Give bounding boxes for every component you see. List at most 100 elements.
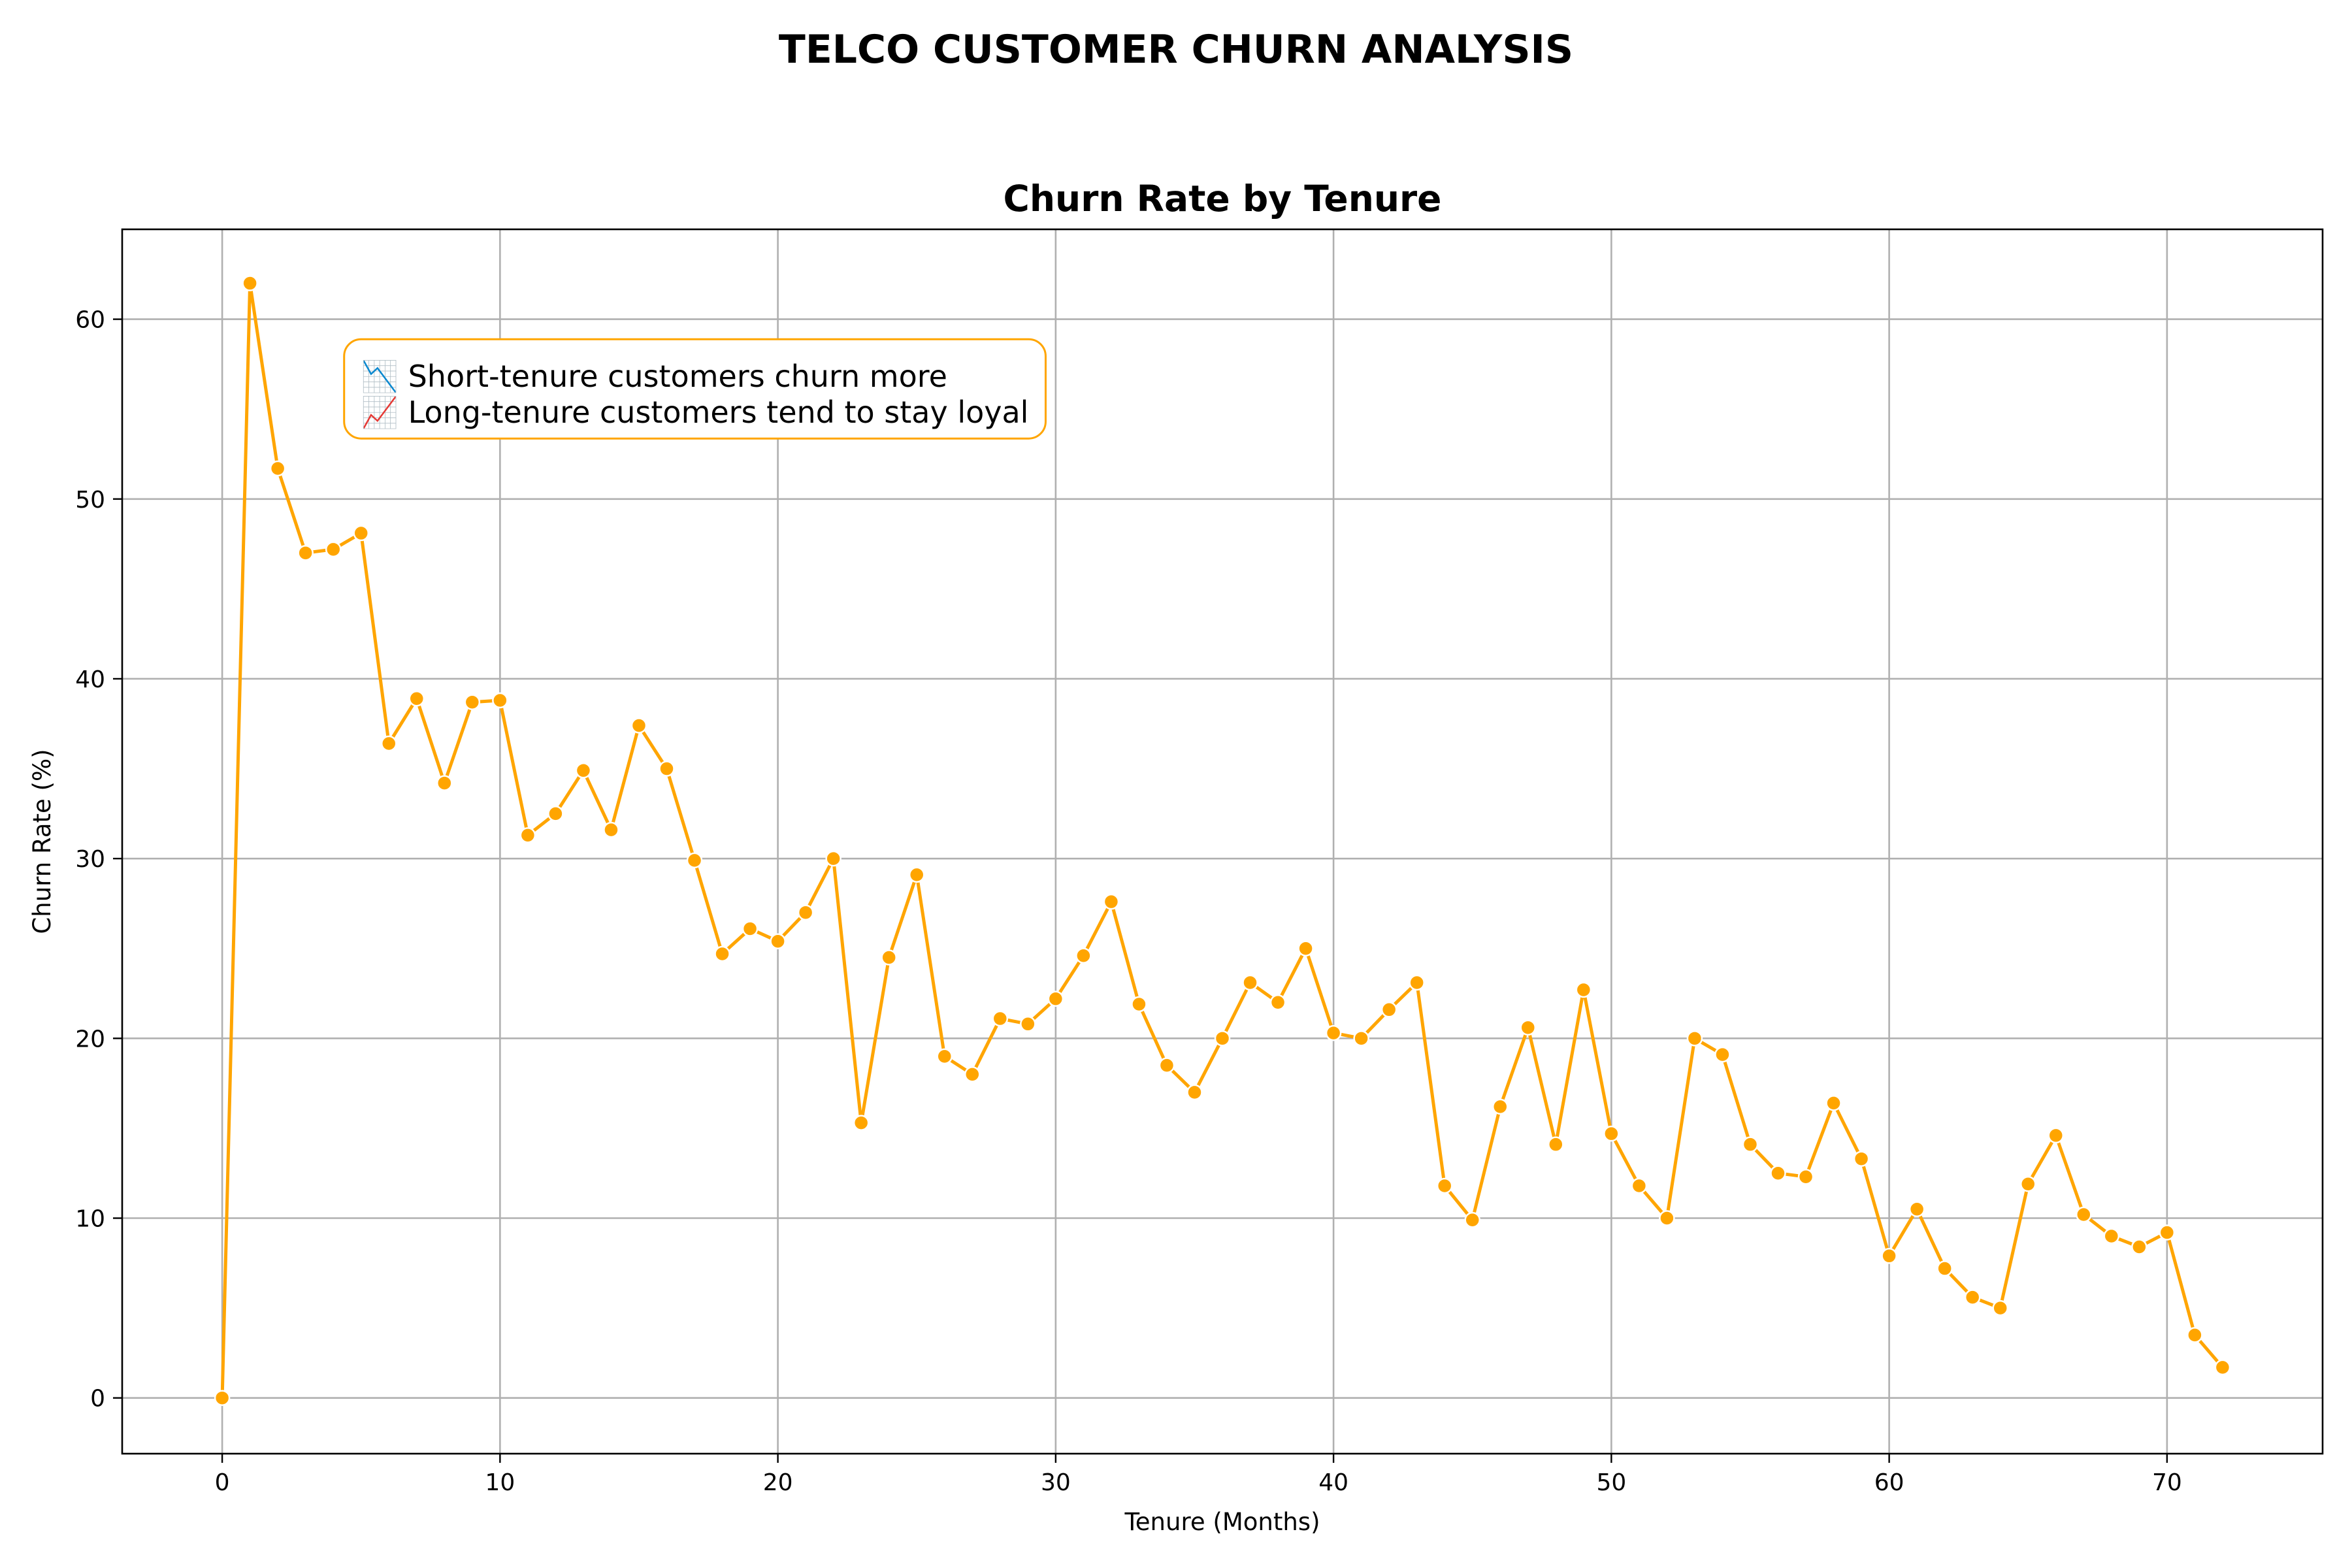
data-point (659, 760, 675, 777)
data-point (714, 945, 730, 962)
y-tick-label: 50 (75, 487, 105, 514)
series-layer (214, 275, 2231, 1406)
annotation-box: 📉 Short-tenure customers churn more 📈 Lo… (343, 338, 1047, 440)
data-point (2131, 1239, 2148, 1255)
data-point (408, 690, 425, 707)
data-point (547, 806, 564, 822)
data-point (2019, 1175, 2036, 1192)
data-point (1186, 1084, 1203, 1101)
data-point (2103, 1228, 2120, 1245)
data-point (1158, 1057, 1175, 1073)
data-point (1409, 974, 1425, 991)
data-point (2076, 1206, 2092, 1223)
data-point (464, 694, 481, 710)
y-axis-label: Churn Rate (%) (28, 749, 56, 934)
data-point (519, 827, 536, 843)
x-tick-label: 20 (763, 1469, 793, 1496)
data-point (2048, 1127, 2065, 1144)
x-tick-label: 50 (1596, 1469, 1626, 1496)
data-point (603, 821, 619, 838)
annotation-line-2: 📈 Long-tenure customers tend to stay loy… (361, 395, 1029, 430)
data-point (1631, 1177, 1648, 1194)
grid-layer (122, 229, 2323, 1454)
plot-frame (121, 228, 2324, 1455)
data-point (742, 921, 759, 937)
data-point (1575, 981, 1592, 998)
ticks-layer: 0 10 20 30 40 50 60 70 0 10 20 30 40 50 60 (75, 307, 2182, 1496)
data-point (2187, 1327, 2203, 1343)
x-tick-label: 0 (215, 1469, 230, 1496)
data-point (436, 775, 453, 791)
data-point (1603, 1125, 1620, 1142)
data-point (575, 762, 592, 779)
data-point (353, 525, 369, 542)
data-point (1380, 1002, 1397, 1018)
data-point (1214, 1030, 1231, 1047)
data-point (1797, 1168, 1814, 1185)
data-point (1908, 1201, 1925, 1218)
data-point (1714, 1046, 1731, 1063)
data-point (1353, 1030, 1369, 1047)
data-point (797, 904, 814, 921)
data-point (1269, 994, 1286, 1011)
data-point (1686, 1030, 1703, 1047)
data-point (2214, 1359, 2231, 1376)
y-tick-label: 0 (90, 1386, 105, 1413)
data-point (881, 949, 897, 966)
data-point (1770, 1165, 1786, 1181)
data-point (1436, 1177, 1453, 1194)
y-tick-label: 10 (75, 1206, 105, 1233)
data-point (1325, 1024, 1342, 1041)
data-point (297, 545, 314, 561)
data-point (825, 850, 841, 867)
data-point (1992, 1299, 2008, 1316)
chart-title: Churn Rate by Tenure (1004, 178, 1442, 220)
annotation-line-1: 📉 Short-tenure customers churn more (361, 359, 947, 394)
data-point (1520, 1019, 1537, 1036)
data-point (908, 866, 925, 883)
data-point (269, 460, 286, 477)
data-point (492, 692, 508, 709)
data-point (1881, 1248, 1897, 1264)
y-tick-label: 30 (75, 846, 105, 873)
data-point (964, 1066, 981, 1083)
data-point (1242, 974, 1258, 991)
x-tick-label: 70 (2152, 1469, 2182, 1496)
data-point (686, 852, 703, 869)
data-point (1464, 1212, 1480, 1228)
data-point (1742, 1136, 1759, 1152)
data-point (630, 717, 647, 734)
data-point (242, 275, 258, 291)
data-point (853, 1115, 870, 1131)
y-tick-label: 60 (75, 307, 105, 334)
data-point (1298, 940, 1314, 956)
data-point (1548, 1136, 1564, 1152)
data-point (1131, 996, 1147, 1013)
data-point (1964, 1289, 1981, 1305)
data-point (1659, 1210, 1675, 1226)
data-point (1936, 1260, 1953, 1277)
data-point (1047, 990, 1064, 1007)
x-tick-label: 10 (485, 1469, 515, 1496)
x-tick-label: 60 (1874, 1469, 1904, 1496)
annotation-frame (343, 338, 1047, 440)
y-tick-label: 40 (75, 666, 105, 693)
data-point (380, 735, 397, 752)
data-point (1825, 1095, 1842, 1111)
data-point (1492, 1098, 1509, 1115)
data-point (1020, 1016, 1036, 1032)
data-point (1103, 893, 1120, 910)
data-point (325, 541, 342, 558)
x-axis-label: Tenure (Months) (1124, 1508, 1320, 1536)
x-tick-label: 40 (1318, 1469, 1348, 1496)
x-tick-label: 30 (1041, 1469, 1071, 1496)
data-point (2159, 1224, 2176, 1241)
data-point (214, 1390, 231, 1406)
data-point (992, 1010, 1009, 1027)
data-point (936, 1048, 953, 1065)
y-tick-label: 20 (75, 1026, 105, 1053)
figure-suptitle: TELCO CUSTOMER CHURN ANALYSIS (779, 27, 1573, 73)
data-point (1075, 947, 1092, 964)
data-point (770, 933, 786, 949)
